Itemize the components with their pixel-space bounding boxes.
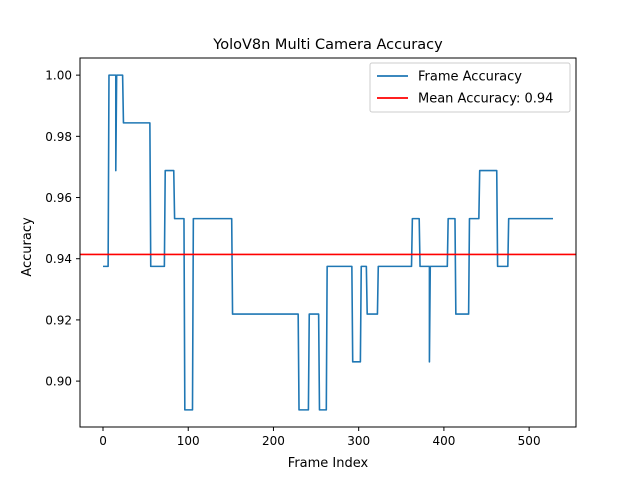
y-tick-label-1: 0.92 <box>45 313 72 327</box>
x-tick-label-4: 400 <box>432 434 455 448</box>
x-tick-label-0: 0 <box>99 434 107 448</box>
y-tick-label-2: 0.94 <box>45 252 72 266</box>
y-tick-label-0: 0.90 <box>45 375 72 389</box>
x-tick-label-3: 300 <box>347 434 370 448</box>
chart-title: YoloV8n Multi Camera Accuracy <box>212 37 443 53</box>
plot-area <box>80 74 576 411</box>
legend: Frame Accuracy Mean Accuracy: 0.94 <box>369 62 571 113</box>
legend-label-frame-accuracy: Frame Accuracy <box>418 70 522 85</box>
x-axis-label: Frame Index <box>288 456 369 471</box>
axes: 0 100 200 300 400 500 0.90 0.92 0.94 0.96 0.98 1.00 <box>45 57 577 448</box>
y-axis-label: Accuracy <box>20 217 35 277</box>
x-tick-label-1: 100 <box>177 434 200 448</box>
axes-frame <box>79 57 577 428</box>
legend-box <box>369 62 571 113</box>
y-tick-label-3: 0.96 <box>45 191 72 205</box>
plot-series-group <box>80 74 576 411</box>
x-tick-label-2: 200 <box>262 434 285 448</box>
y-tick-label-5: 1.00 <box>45 69 72 83</box>
x-tick-label-5: 500 <box>518 434 541 448</box>
y-tick-label-4: 0.98 <box>45 130 72 144</box>
legend-label-mean-accuracy: Mean Accuracy: 0.94 <box>418 92 553 107</box>
series-line-frame-accuracy <box>103 74 553 411</box>
